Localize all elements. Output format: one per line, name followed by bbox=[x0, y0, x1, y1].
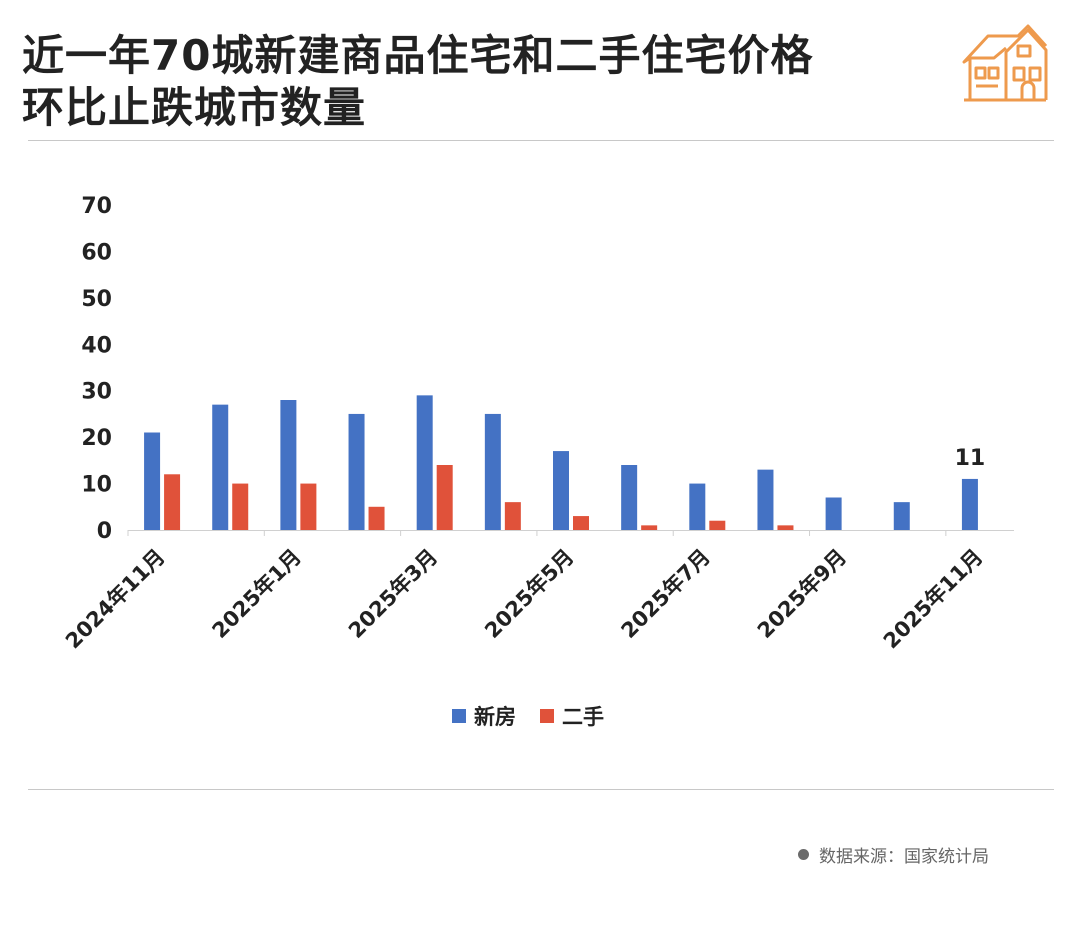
title-line-2: 环比止跌城市数量 bbox=[22, 83, 367, 132]
bar-new-house bbox=[825, 497, 842, 530]
bar-new-house bbox=[484, 413, 501, 530]
y-tick-label: 60 bbox=[81, 240, 112, 265]
y-tick-label: 20 bbox=[81, 426, 112, 451]
y-tick-label: 50 bbox=[81, 287, 112, 312]
x-tick-label: 2025年1月 bbox=[208, 545, 306, 643]
bar-second-hand bbox=[164, 474, 181, 530]
x-tick-label: 2025年11月 bbox=[879, 545, 988, 654]
y-tick-label: 70 bbox=[81, 194, 112, 219]
source-text: 数据来源：国家统计局 bbox=[819, 846, 989, 867]
bar-new-house bbox=[757, 469, 774, 530]
legend-swatch-second-hand bbox=[540, 709, 554, 723]
bar-new-house bbox=[280, 400, 297, 530]
x-tick-label: 2025年9月 bbox=[753, 545, 851, 643]
title-line-1: 近一年70城新建商品住宅和二手住宅价格 bbox=[22, 31, 814, 80]
legend-swatch-new-house bbox=[452, 709, 466, 723]
chart-title: 近一年70城新建商品住宅和二手住宅价格 环比止跌城市数量 bbox=[22, 30, 922, 134]
bar-new-house bbox=[416, 395, 433, 530]
x-tick-label: 2025年3月 bbox=[344, 545, 442, 643]
bar-second-hand bbox=[300, 483, 317, 530]
bar-new-house bbox=[553, 451, 569, 530]
bar-new-house bbox=[961, 478, 978, 530]
house-icon bbox=[962, 24, 1048, 102]
legend-label-second-hand: 二手 bbox=[562, 705, 604, 729]
bar-new-house bbox=[212, 404, 229, 530]
y-tick-label: 0 bbox=[97, 519, 112, 544]
bar-new-house bbox=[621, 465, 638, 530]
bottom-divider bbox=[28, 789, 1054, 790]
bar-second-hand bbox=[573, 516, 589, 530]
bar-new-house bbox=[348, 413, 365, 530]
bar-second-hand bbox=[436, 465, 453, 530]
bar-second-hand bbox=[232, 483, 249, 530]
bar-second-hand bbox=[777, 525, 794, 530]
x-tick-label: 2025年7月 bbox=[617, 545, 715, 643]
bar-new-house bbox=[144, 432, 161, 530]
y-tick-label: 40 bbox=[81, 333, 112, 358]
bar-second-hand bbox=[641, 525, 658, 530]
x-tick-label: 2024年11月 bbox=[61, 545, 170, 654]
bar-new-house bbox=[689, 483, 706, 530]
y-tick-label: 30 bbox=[81, 380, 112, 405]
data-source: 数据来源：国家统计局 bbox=[798, 842, 989, 867]
bar-new-house bbox=[893, 502, 910, 530]
y-tick-label: 10 bbox=[81, 473, 112, 498]
x-tick-label: 2025年5月 bbox=[480, 545, 578, 643]
top-divider bbox=[28, 140, 1054, 141]
data-label: 11 bbox=[955, 446, 986, 471]
legend-label-new-house: 新房 bbox=[474, 705, 516, 729]
bar-second-hand bbox=[368, 506, 385, 530]
bullet-icon bbox=[798, 848, 809, 860]
bar-second-hand bbox=[504, 502, 521, 530]
bar-second-hand bbox=[709, 520, 726, 530]
